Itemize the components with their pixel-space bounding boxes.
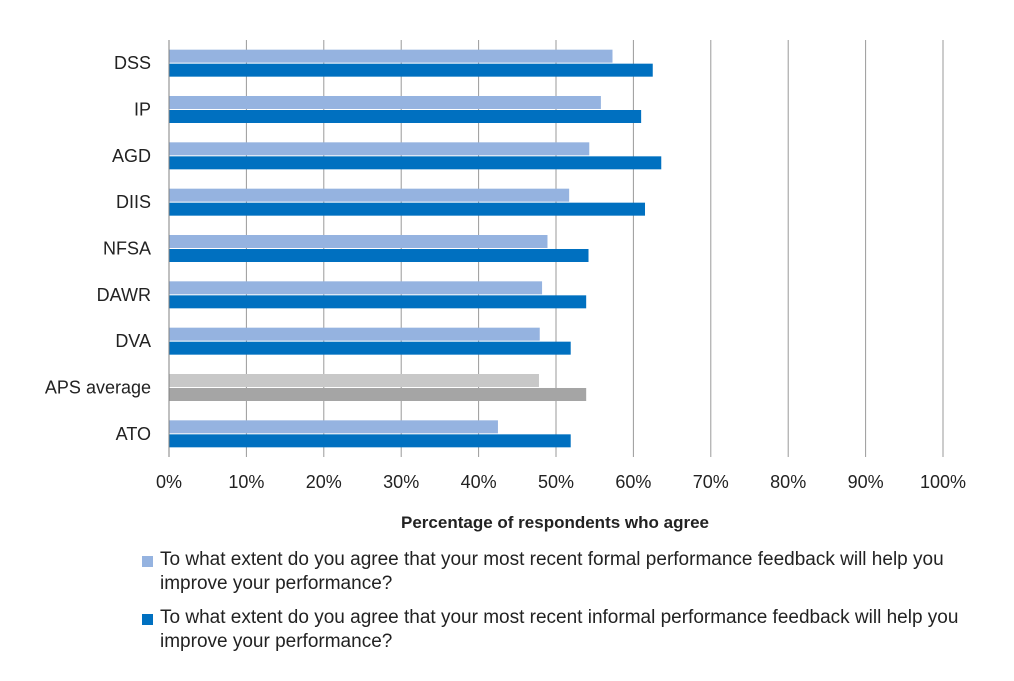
bar-nfsa-informal bbox=[169, 249, 589, 262]
x-tick-label: 30% bbox=[383, 472, 419, 492]
x-tick-label: 0% bbox=[156, 472, 182, 492]
bar-dva-informal bbox=[169, 341, 571, 355]
bar-ip-informal bbox=[169, 110, 642, 123]
bar-diis-informal bbox=[169, 202, 646, 216]
bar-nfsa-formal bbox=[169, 235, 548, 248]
x-tick-label: 90% bbox=[848, 472, 884, 492]
legend-swatch-formal bbox=[142, 556, 153, 567]
x-tick-label: 40% bbox=[461, 472, 497, 492]
category-label: AGD bbox=[112, 146, 151, 166]
x-tick-labels: 0% 10% 20% 30% 40% 50% 60% 70% 80% 90% 100% bbox=[156, 472, 966, 492]
bar-ato-informal bbox=[169, 434, 571, 448]
x-tick-label: 50% bbox=[538, 472, 574, 492]
bar-aps-average-informal bbox=[169, 388, 587, 401]
bar-dss-informal bbox=[169, 63, 653, 77]
bar-dss-formal bbox=[169, 49, 613, 63]
x-tick-label: 100% bbox=[920, 472, 966, 492]
category-label: APS average bbox=[45, 378, 151, 398]
bar-aps-average-formal bbox=[169, 374, 539, 387]
bar-dawr-informal bbox=[169, 295, 587, 309]
category-label: DVA bbox=[115, 331, 151, 351]
bar-diis-formal bbox=[169, 188, 570, 202]
bar-ip-formal bbox=[169, 96, 601, 109]
category-label: DSS bbox=[114, 53, 151, 73]
bar-ato-formal bbox=[169, 420, 498, 434]
bar-agd-informal bbox=[169, 156, 662, 170]
category-label: DAWR bbox=[97, 285, 151, 305]
bar-dawr-formal bbox=[169, 281, 543, 295]
bar-chart: DSS IP AGD DIIS NFSA DAWR DVA APS average ATO 0%… bbox=[45, 40, 966, 532]
x-tick-label: 70% bbox=[693, 472, 729, 492]
x-tick-label: 80% bbox=[770, 472, 806, 492]
bar-dva-formal bbox=[169, 327, 540, 341]
x-tick-label: 10% bbox=[228, 472, 264, 492]
category-label: IP bbox=[134, 100, 151, 120]
category-label: NFSA bbox=[103, 239, 151, 259]
gridlines bbox=[245, 40, 944, 457]
bars bbox=[169, 49, 662, 448]
legend-label-formal: To what extent do you agree that your mo… bbox=[160, 549, 944, 594]
bar-agd-formal bbox=[169, 142, 590, 156]
legend-swatch-informal bbox=[142, 614, 153, 625]
legend-label-informal: To what extent do you agree that your mo… bbox=[160, 607, 959, 652]
category-labels: DSS IP AGD DIIS NFSA DAWR DVA APS average ATO bbox=[45, 53, 151, 444]
x-axis-title: Percentage of respondents who agree bbox=[401, 513, 709, 532]
x-tick-label: 20% bbox=[306, 472, 342, 492]
x-tick-label: 60% bbox=[615, 472, 651, 492]
category-label: ATO bbox=[116, 424, 151, 444]
category-label: DIIS bbox=[116, 192, 151, 212]
